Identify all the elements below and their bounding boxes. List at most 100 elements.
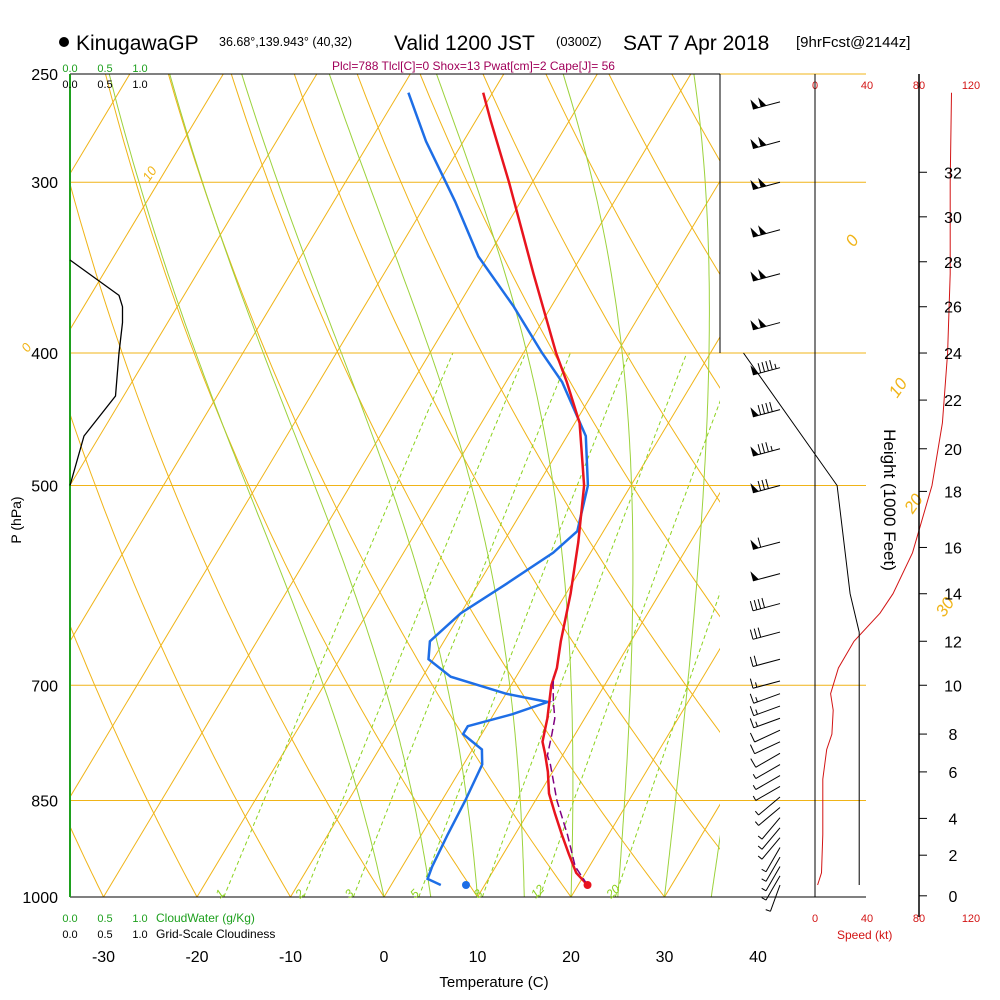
wind-barb <box>750 269 781 282</box>
barb-staff <box>752 273 781 282</box>
forecast-info: [9hrFcst@2144z] <box>796 34 910 51</box>
moist-adiabat-line <box>436 74 574 897</box>
wind-barb <box>752 785 781 801</box>
barb-full <box>757 404 762 415</box>
moist-adiabat-line <box>562 74 634 897</box>
barb-full <box>749 601 754 611</box>
barb-full <box>761 443 766 454</box>
cloudiness-tick: 0.5 <box>97 79 112 91</box>
dry-adiabat-line <box>419 74 720 618</box>
barb-half <box>752 784 757 790</box>
temperature-line <box>481 92 589 886</box>
valid-date: SAT 7 Apr 2018 <box>623 32 769 55</box>
barb-staff <box>755 775 781 790</box>
height-tick-label: 2 <box>949 848 958 865</box>
wind-barb <box>750 225 781 238</box>
valid-zulu: (0300Z) <box>556 34 602 49</box>
moist-adiabat-line <box>169 74 432 897</box>
temperature-tick-label: 30 <box>656 949 674 966</box>
barb-full <box>749 706 755 716</box>
barb-half <box>755 697 758 703</box>
cloudiness-tick: 0.5 <box>97 929 112 941</box>
cloud-water-tick: 1.0 <box>132 913 147 925</box>
barb-half <box>755 709 758 715</box>
height-tick-label: 8 <box>949 727 958 744</box>
barb-staff <box>769 884 781 912</box>
dewpoint-line <box>407 92 590 887</box>
wind-barb <box>765 884 781 912</box>
dry-adiabat-line <box>482 74 720 503</box>
wind-barb <box>752 775 781 790</box>
x-axis-label: Temperature (C) <box>439 974 548 991</box>
cloud-water-label: CloudWater (g/Kg) <box>156 911 255 925</box>
wind-barb <box>749 627 781 640</box>
barb-staff <box>752 448 781 457</box>
barb-half <box>761 868 767 873</box>
height-tick-label: 18 <box>944 484 962 501</box>
height-axis-label: Height (1000 Feet) <box>880 429 899 571</box>
cloud-water-tick: 0.5 <box>97 63 112 75</box>
mixing-ratio-line <box>614 591 720 897</box>
wind-barb <box>754 807 781 826</box>
wind-barb <box>754 796 781 816</box>
mixing-ratio-line <box>418 352 631 897</box>
barb-staff <box>752 541 781 550</box>
barb-full <box>753 655 758 666</box>
barb-half <box>757 855 763 860</box>
wind-barb <box>750 318 781 331</box>
speed-line <box>817 92 952 886</box>
edge-line <box>743 352 860 885</box>
dry-adiabat-line <box>230 74 665 897</box>
barb-flag <box>750 179 759 190</box>
dry-adiabat-line <box>356 74 720 734</box>
mixing-ratio-line <box>352 352 571 897</box>
barb-flag <box>750 320 759 330</box>
barb-full <box>757 627 762 638</box>
cloudiness-tick: 1.0 <box>132 79 147 91</box>
wind-barb <box>750 401 781 418</box>
wind-barb <box>749 705 781 717</box>
barb-full <box>761 479 766 490</box>
barb-half <box>754 821 759 826</box>
wind-barb <box>757 817 781 840</box>
barb-staff <box>765 875 781 901</box>
barb-flag <box>758 318 767 328</box>
cloud-water-tick: 1.0 <box>132 63 147 75</box>
barb-flag <box>758 269 767 279</box>
cloud-water-tick: 0.0 <box>62 913 77 925</box>
barb-full <box>757 363 762 373</box>
height-tick-label: 24 <box>944 346 962 363</box>
barb-flag <box>750 138 759 149</box>
y-axis-label: P (hPa) <box>8 496 24 543</box>
wind-barbs <box>749 97 781 912</box>
barb-half <box>761 887 767 892</box>
cloudiness-tick: 1.0 <box>132 929 147 941</box>
mixing-ratio-label: 20 <box>603 882 623 902</box>
station-coords: 36.68°,139.943° (40,32) <box>219 35 352 49</box>
barb-full <box>765 361 769 371</box>
barb-staff <box>752 409 781 418</box>
barb-full <box>749 629 754 640</box>
isotherm-label: 10 <box>139 163 160 184</box>
barb-half <box>752 773 757 779</box>
barb-staff <box>765 847 781 872</box>
barb-staff <box>752 680 781 689</box>
pressure-tick-label: 250 <box>31 67 58 84</box>
barb-full <box>750 758 757 768</box>
barb-staff <box>752 631 781 640</box>
wind-barb <box>750 537 781 550</box>
station-name: KinugawaGP <box>76 32 199 55</box>
temperature-tick-label: 40 <box>749 949 767 966</box>
isotherm-line <box>852 74 1000 897</box>
barb-flag <box>750 227 759 238</box>
barb-full <box>761 403 766 414</box>
barb-full <box>757 598 762 609</box>
wind-barb <box>749 678 781 689</box>
barb-staff <box>752 658 781 667</box>
barb-half <box>770 445 773 451</box>
barb-full <box>761 597 766 608</box>
stability-indices: Plcl=788 Tlcl[C]=0 Shox=13 Pwat[cm]=2 Ca… <box>332 59 615 73</box>
speed-tick: 120 <box>962 913 980 925</box>
barb-staff <box>753 705 781 717</box>
barb-full <box>769 359 773 370</box>
